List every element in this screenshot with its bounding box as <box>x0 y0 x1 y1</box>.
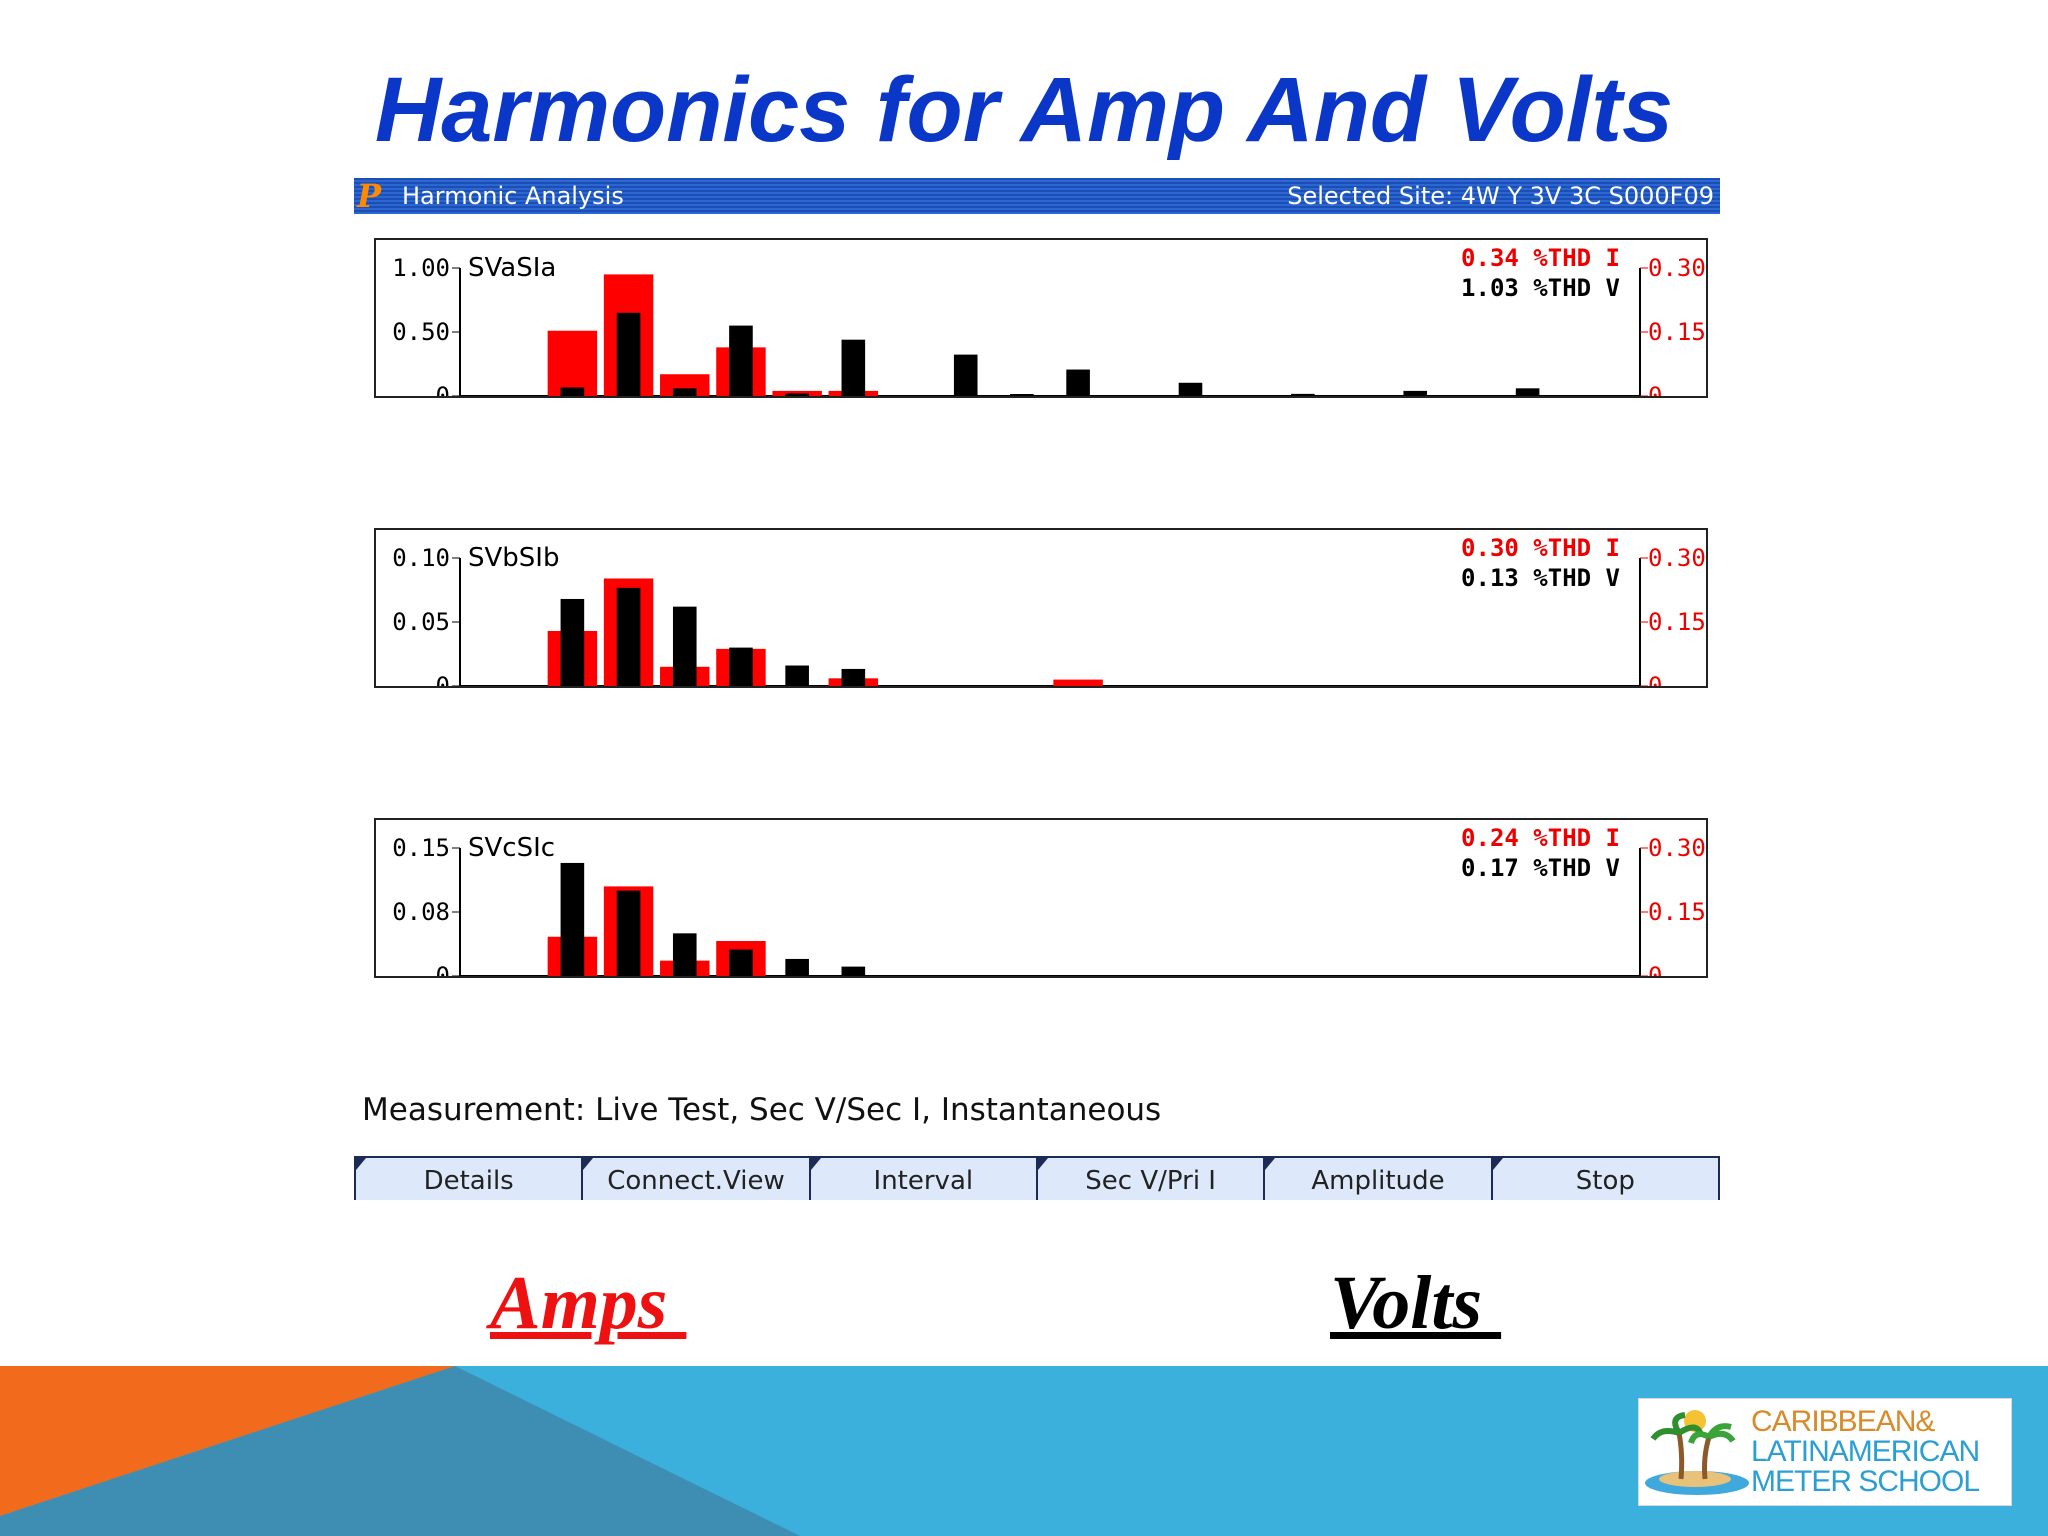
logo-line-3: METER SCHOOL <box>1751 1465 1980 1498</box>
voltage-harmonic-bar <box>785 665 809 686</box>
voltage-harmonic-bar <box>785 958 809 976</box>
voltage-harmonic-bar <box>1403 390 1428 396</box>
left-tick-label: 0.50 <box>392 318 450 346</box>
amplitude-button[interactable]: Amplitude <box>1263 1156 1491 1200</box>
voltage-harmonic-bar <box>672 388 697 396</box>
left-tick-label: 1.00 <box>392 254 450 282</box>
right-tick-label: 0.30 <box>1648 544 1706 572</box>
thd-voltage-readout: 0.17 %THD V <box>1461 854 1620 882</box>
left-tick-label: 0.15 <box>392 834 450 862</box>
right-tick-label: 0.15 <box>1648 318 1706 346</box>
voltage-harmonic-bar <box>560 387 585 396</box>
connect-view-button[interactable]: Connect.View <box>581 1156 809 1200</box>
series-name-label: SVaSIa <box>468 253 556 283</box>
slide-title: Harmonics for Amp And Volts <box>374 59 1674 161</box>
thd-voltage-readout: 0.13 %THD V <box>1461 564 1620 592</box>
voltage-harmonic-bar <box>729 647 753 686</box>
selected-site: Selected Site: 4W Y 3V 3C S000F09 <box>1287 182 1714 210</box>
voltage-harmonic-bar <box>616 587 641 686</box>
voltage-harmonic-bar <box>729 949 753 976</box>
measurement-status: Measurement: Live Test, Sec V/Sec I, Ins… <box>362 1092 1162 1128</box>
voltage-harmonic-bar <box>560 598 585 686</box>
voltage-harmonic-bar <box>1515 388 1540 396</box>
voltage-harmonic-bar <box>841 966 866 976</box>
details-button[interactable]: Details <box>354 1156 582 1200</box>
right-tick-label: 0.15 <box>1648 608 1706 636</box>
voltage-harmonic-bar <box>1066 369 1090 396</box>
left-tick-label: 0 <box>436 962 450 976</box>
current-harmonic-bar <box>547 330 598 396</box>
voltage-harmonic-bar <box>841 339 866 396</box>
window-titlebar: P Harmonic Analysis Selected Site: 4W Y … <box>354 178 1720 214</box>
voltage-harmonic-bar <box>672 933 697 976</box>
window-title: Harmonic Analysis <box>402 182 624 210</box>
current-harmonic-bar <box>1053 679 1103 686</box>
series-name-label: SVbSIb <box>468 543 559 573</box>
volts-label: Volts <box>1330 1261 1502 1345</box>
voltage-harmonic-bar <box>616 890 641 976</box>
voltage-harmonic-bar <box>953 354 978 396</box>
voltage-harmonic-bar <box>785 393 809 396</box>
series-name-label: SVcSIc <box>468 833 555 863</box>
right-tick-label: 0.30 <box>1648 834 1706 862</box>
right-tick-label: 0 <box>1648 672 1662 686</box>
voltage-harmonic-bar <box>1291 393 1315 396</box>
softkey-bar: Details Connect.View Interval Sec V/Pri … <box>354 1156 1720 1202</box>
voltage-harmonic-bar <box>841 668 866 686</box>
school-logo: CARIBBEAN& LATINAMERICAN METER SCHOOL <box>1638 1398 2012 1506</box>
logo-line-1: CARIBBEAN& <box>1751 1405 1935 1438</box>
harmonic-analysis-window: P Harmonic Analysis Selected Site: 4W Y … <box>354 178 1720 1202</box>
thd-current-readout: 0.24 %THD I <box>1461 824 1620 852</box>
thd-current-readout: 0.30 %THD I <box>1461 534 1620 562</box>
sec-v-pri-i-button[interactable]: Sec V/Pri I <box>1035 1156 1264 1200</box>
right-tick-label: 0.15 <box>1648 898 1706 926</box>
voltage-harmonic-bar <box>1010 394 1034 396</box>
voltage-harmonic-bar <box>560 862 585 976</box>
voltage-harmonic-bar <box>616 312 641 396</box>
thd-current-readout: 0.34 %THD I <box>1461 244 1620 272</box>
voltage-harmonic-bar <box>672 606 697 686</box>
interval-button[interactable]: Interval <box>808 1156 1036 1200</box>
amps-label: Amps <box>490 1261 687 1345</box>
left-tick-label: 0.08 <box>392 898 450 926</box>
right-tick-label: 0 <box>1648 962 1662 976</box>
footer-steel <box>0 1366 800 1536</box>
logo-line-2: LATINAMERICAN <box>1751 1435 1980 1468</box>
left-tick-label: 0.05 <box>392 608 450 636</box>
left-tick-label: 0 <box>436 672 450 686</box>
thd-voltage-readout: 1.03 %THD V <box>1461 274 1620 302</box>
voltage-harmonic-bar <box>729 325 753 396</box>
current-harmonic-bar <box>660 374 710 396</box>
school-logo-text: CARIBBEAN& LATINAMERICAN METER SCHOOL <box>1751 1405 1980 1498</box>
right-tick-label: 0.30 <box>1648 254 1706 282</box>
palm-tree-icon <box>1645 1410 1749 1495</box>
voltage-harmonic-bar <box>1178 382 1203 396</box>
left-tick-label: 0 <box>436 382 450 396</box>
right-tick-label: 0 <box>1648 382 1662 396</box>
left-tick-label: 0.10 <box>392 544 450 572</box>
app-logo-icon: P <box>357 177 382 215</box>
stop-button[interactable]: Stop <box>1490 1156 1720 1200</box>
